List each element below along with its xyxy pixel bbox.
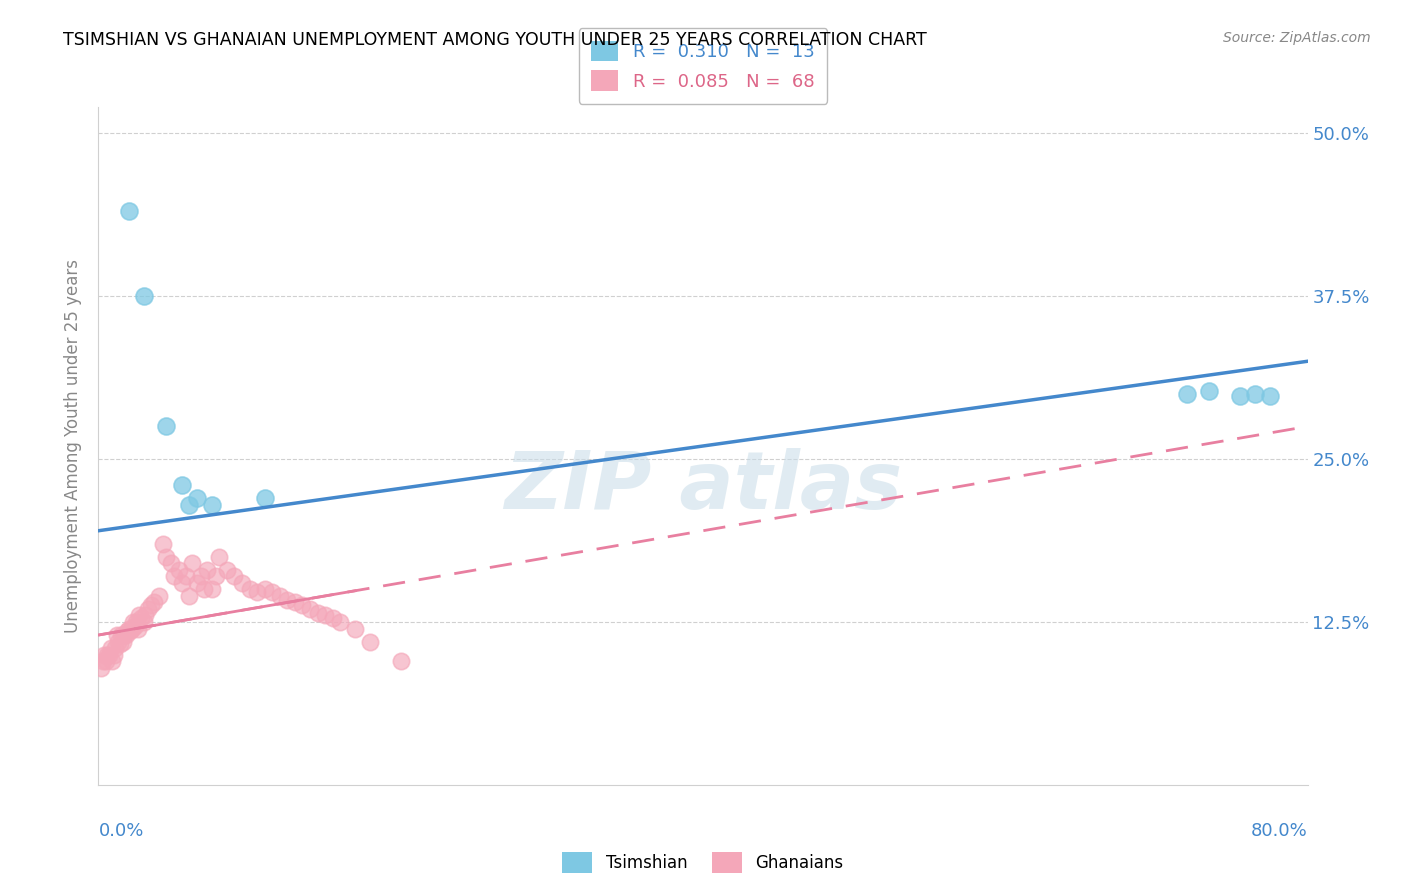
Point bbox=[344, 622, 367, 636]
Point bbox=[98, 648, 121, 662]
Point bbox=[167, 563, 190, 577]
Point bbox=[179, 589, 201, 603]
Point bbox=[120, 624, 142, 639]
Point bbox=[190, 569, 212, 583]
Point bbox=[110, 628, 132, 642]
Point bbox=[91, 654, 114, 668]
Point bbox=[262, 585, 284, 599]
Point bbox=[201, 582, 224, 597]
Point bbox=[299, 602, 322, 616]
Point bbox=[104, 641, 127, 656]
Point bbox=[1198, 384, 1220, 399]
Point bbox=[307, 606, 329, 620]
Point bbox=[136, 602, 159, 616]
Point bbox=[112, 628, 135, 642]
Point bbox=[155, 419, 177, 434]
Point bbox=[170, 478, 193, 492]
Text: TSIMSHIAN VS GHANAIAN UNEMPLOYMENT AMONG YOUTH UNDER 25 YEARS CORRELATION CHART: TSIMSHIAN VS GHANAIAN UNEMPLOYMENT AMONG… bbox=[63, 31, 927, 49]
Point bbox=[195, 563, 218, 577]
Point bbox=[160, 557, 183, 571]
Point bbox=[181, 557, 204, 571]
Point bbox=[239, 582, 262, 597]
Point bbox=[129, 611, 152, 625]
Point bbox=[121, 622, 143, 636]
Point bbox=[152, 537, 174, 551]
Point bbox=[118, 204, 141, 219]
Point bbox=[155, 549, 177, 564]
Point bbox=[208, 549, 231, 564]
Point bbox=[231, 575, 253, 590]
Point bbox=[141, 598, 163, 612]
Point bbox=[1243, 387, 1265, 401]
Legend: Tsimshian, Ghanaians: Tsimshian, Ghanaians bbox=[555, 846, 851, 880]
Point bbox=[170, 575, 193, 590]
Point bbox=[215, 563, 238, 577]
Point bbox=[118, 622, 141, 636]
Point bbox=[122, 615, 145, 629]
Point bbox=[103, 648, 125, 662]
Point bbox=[115, 624, 138, 639]
Point bbox=[389, 654, 412, 668]
Point bbox=[101, 654, 124, 668]
Point bbox=[134, 608, 156, 623]
Point bbox=[329, 615, 352, 629]
Point bbox=[132, 615, 155, 629]
Point bbox=[114, 628, 136, 642]
Point bbox=[143, 595, 166, 609]
Point bbox=[108, 637, 131, 651]
Point bbox=[186, 491, 208, 505]
Point bbox=[1175, 387, 1198, 401]
Text: ZIP atlas: ZIP atlas bbox=[503, 448, 903, 525]
Point bbox=[284, 595, 307, 609]
Point bbox=[128, 608, 150, 623]
Point bbox=[90, 660, 112, 674]
Point bbox=[127, 622, 149, 636]
Point bbox=[322, 611, 344, 625]
Point bbox=[1229, 389, 1251, 403]
Point bbox=[132, 289, 155, 303]
Point bbox=[125, 615, 148, 629]
Point bbox=[107, 634, 129, 648]
Point bbox=[105, 628, 128, 642]
Point bbox=[246, 585, 269, 599]
Text: Source: ZipAtlas.com: Source: ZipAtlas.com bbox=[1223, 31, 1371, 45]
Point bbox=[174, 569, 197, 583]
Point bbox=[163, 569, 186, 583]
Point bbox=[193, 582, 215, 597]
Point bbox=[179, 498, 201, 512]
Text: 80.0%: 80.0% bbox=[1251, 822, 1308, 840]
Point bbox=[253, 582, 276, 597]
Point bbox=[224, 569, 246, 583]
Point bbox=[1258, 389, 1281, 403]
Point bbox=[93, 648, 115, 662]
Point bbox=[360, 634, 382, 648]
Point bbox=[269, 589, 291, 603]
Point bbox=[96, 648, 118, 662]
Point bbox=[148, 589, 170, 603]
Point bbox=[94, 654, 117, 668]
Point bbox=[253, 491, 276, 505]
Point bbox=[111, 634, 134, 648]
Text: 0.0%: 0.0% bbox=[98, 822, 143, 840]
Point bbox=[314, 608, 336, 623]
Point bbox=[124, 619, 146, 633]
Point bbox=[100, 641, 122, 656]
Y-axis label: Unemployment Among Youth under 25 years: Unemployment Among Youth under 25 years bbox=[65, 259, 83, 633]
Point bbox=[205, 569, 228, 583]
Point bbox=[201, 498, 224, 512]
Point bbox=[276, 592, 298, 607]
Point bbox=[291, 598, 314, 612]
Point bbox=[186, 575, 208, 590]
Legend: R =  0.310   N =  13, R =  0.085   N =  68: R = 0.310 N = 13, R = 0.085 N = 68 bbox=[579, 28, 827, 104]
